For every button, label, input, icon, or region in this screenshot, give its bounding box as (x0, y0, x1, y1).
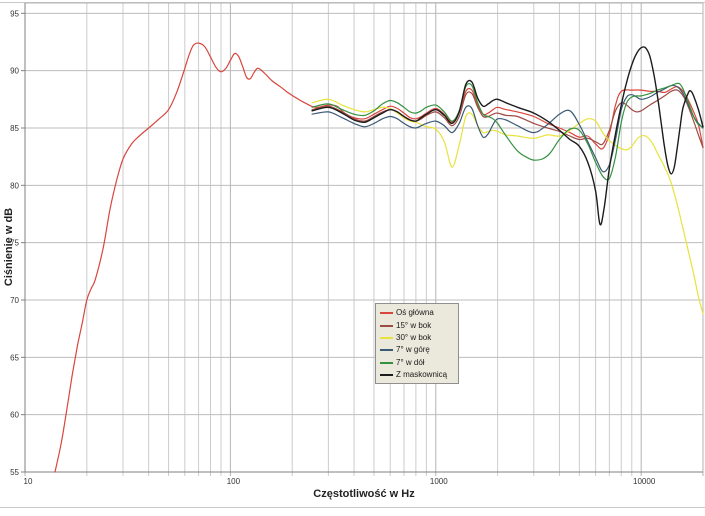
legend-item: Z maskownicą (380, 369, 455, 381)
y-tick-label: 65 (10, 353, 19, 362)
y-axis-title: Ciśnienie w dB (3, 207, 15, 287)
legend-item: 15° w bok (380, 319, 455, 331)
legend-item-label: 30° w bok (396, 332, 432, 342)
curve-7-w-górę (311, 84, 704, 173)
curve-30-w-bok (311, 98, 704, 315)
y-tick-label: 95 (10, 9, 19, 18)
curve-7-w-dół (311, 82, 704, 181)
legend-swatch (380, 312, 393, 315)
y-tick-label: 55 (10, 468, 19, 477)
legend-item-label: Z maskownicą (396, 370, 448, 380)
legend-swatch (380, 336, 393, 339)
legend-item-label: 7° w górę (396, 345, 430, 355)
y-tick-label: 90 (10, 67, 19, 76)
y-tick-label: 75 (10, 239, 19, 248)
legend-item-label: Oś główna (396, 308, 434, 318)
curve-z-maskownicą (311, 46, 704, 226)
x-tick-label: 1000 (430, 477, 448, 486)
frame-bottom-border (0, 507, 705, 508)
x-axis-title: Częstotliwość w Hz (313, 488, 415, 500)
x-tick-label: 100 (227, 477, 241, 486)
legend-swatch (380, 361, 393, 364)
legend-item-label: 15° w bok (396, 320, 432, 330)
x-tick-label: 10 (24, 477, 33, 486)
legend-swatch (380, 374, 393, 377)
legend-swatch (380, 349, 393, 352)
legend-item-label: 7° w dół (396, 357, 425, 367)
legend-swatch (380, 324, 393, 327)
legend-item: Oś główna (380, 307, 455, 319)
legend-item: 7° w dół (380, 357, 455, 369)
x-tick-label: 10000 (633, 477, 656, 486)
legend-item: 7° w górę (380, 344, 455, 356)
y-tick-label: 70 (10, 296, 19, 305)
legend: Oś główna 15° w bok 30° w bok 7° w górę 7° w… (375, 303, 459, 384)
y-tick-label: 60 (10, 411, 19, 420)
y-tick-label: 85 (10, 124, 19, 133)
y-tick-label: 80 (10, 181, 19, 190)
legend-item: 30° w bok (380, 332, 455, 344)
